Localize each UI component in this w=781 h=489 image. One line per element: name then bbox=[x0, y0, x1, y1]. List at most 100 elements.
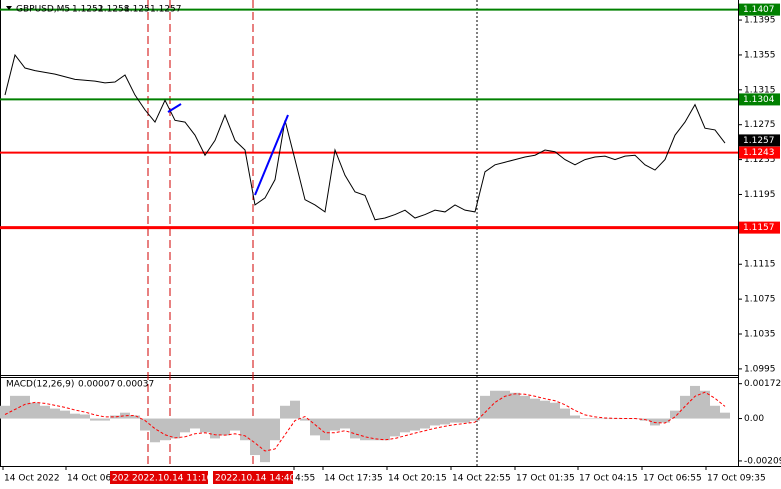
macd-bar bbox=[60, 410, 70, 419]
macd-bar bbox=[30, 402, 40, 419]
macd-bar bbox=[220, 418, 230, 436]
y-tick-label: -0.00209 bbox=[744, 456, 781, 466]
macd-bar bbox=[520, 395, 530, 419]
macd-bar bbox=[280, 405, 290, 419]
macd-bar bbox=[250, 418, 260, 456]
macd-bar bbox=[650, 418, 660, 426]
marker-label: 2022.10.14 11:10 bbox=[132, 474, 213, 484]
trend-line bbox=[167, 103, 182, 113]
signal-line bbox=[4, 391, 726, 452]
ohlc-value: 1.1257 bbox=[150, 5, 182, 15]
marker-label-box bbox=[110, 471, 132, 484]
macd-bar bbox=[170, 418, 180, 439]
marker-label: 2022.10.14 14:40 bbox=[215, 474, 296, 484]
y-tick-label: 0.00 bbox=[744, 414, 764, 424]
macd-label: MACD(12,26,9) bbox=[6, 380, 74, 390]
y-tick-label: 1.1035 bbox=[744, 330, 776, 340]
macd-bar bbox=[660, 418, 670, 423]
macd-bar bbox=[230, 418, 240, 431]
macd-bar bbox=[10, 395, 20, 419]
macd-bar bbox=[110, 415, 120, 419]
x-tick-label: 14 Oct 2022 bbox=[4, 474, 60, 484]
macd-bar bbox=[90, 418, 100, 421]
macd-bar bbox=[460, 418, 470, 423]
macd-bar bbox=[510, 392, 520, 419]
x-tick-label: 17 Oct 04:15 bbox=[579, 474, 638, 484]
y-tick-label: 1.1115 bbox=[744, 260, 776, 270]
macd-bar bbox=[450, 418, 460, 423]
macd-bar bbox=[80, 414, 90, 419]
x-tick-label: 14 Oct 17:35 bbox=[324, 474, 383, 484]
macd-reading: 0.00037 bbox=[117, 380, 154, 390]
price-label: 1.1257 bbox=[743, 136, 775, 146]
level-label-box bbox=[739, 3, 780, 16]
symbol: GBPUSD,M5 bbox=[16, 5, 70, 15]
level-label-box bbox=[739, 93, 780, 106]
x-tick-label: 14 Oct 06 bbox=[67, 474, 111, 484]
x-tick-label: 17 Oct 06:55 bbox=[643, 474, 702, 484]
macd-bar bbox=[320, 418, 330, 441]
macd-bar bbox=[360, 418, 370, 441]
macd-bar bbox=[470, 418, 480, 421]
macd-bar bbox=[420, 418, 430, 429]
y-tick-label: 0.00172 bbox=[744, 379, 781, 389]
macd-bar bbox=[570, 415, 580, 419]
macd-bar bbox=[430, 418, 440, 426]
trend-line bbox=[254, 114, 289, 196]
menu-icon[interactable] bbox=[6, 6, 12, 10]
macd-bar bbox=[540, 400, 550, 419]
y-tick-label: 1.1195 bbox=[744, 190, 776, 200]
macd-bar bbox=[710, 405, 720, 419]
level-label: 1.1157 bbox=[743, 223, 775, 233]
level-label: 1.1243 bbox=[743, 148, 775, 158]
macd-bar bbox=[120, 412, 130, 419]
macd-bar bbox=[260, 418, 270, 463]
macd-bar bbox=[180, 418, 190, 433]
y-tick-label: 1.0995 bbox=[744, 364, 776, 374]
level-label-box bbox=[739, 221, 780, 234]
macd-reading: 0.00007 bbox=[78, 380, 115, 390]
macd-bar bbox=[500, 390, 510, 419]
macd-bar bbox=[550, 402, 560, 419]
macd-bar bbox=[0, 405, 10, 419]
macd-bar bbox=[140, 418, 150, 431]
macd-bar bbox=[270, 418, 280, 441]
y-tick-label: 1.1395 bbox=[744, 16, 776, 26]
macd-bar bbox=[440, 418, 450, 425]
macd-bar bbox=[40, 405, 50, 419]
y-tick-label: 1.1275 bbox=[744, 120, 776, 130]
macd-bar bbox=[370, 418, 380, 441]
marker-label-box bbox=[213, 471, 293, 484]
price-line bbox=[4, 53, 726, 221]
macd-bar bbox=[200, 418, 210, 433]
y-tick-label: 1.1355 bbox=[744, 50, 776, 60]
macd-bar bbox=[100, 418, 110, 421]
macd-bar bbox=[680, 395, 690, 419]
macd-bar bbox=[670, 410, 680, 419]
x-tick-label: 17 Oct 01:35 bbox=[516, 474, 575, 484]
x-tick-label: 14 Oct 20:15 bbox=[388, 474, 447, 484]
macd-bar bbox=[20, 395, 30, 419]
y-tick-label: 1.1075 bbox=[744, 295, 776, 305]
macd-bar bbox=[410, 418, 420, 431]
macd-bar bbox=[700, 390, 710, 419]
macd-bar bbox=[560, 408, 570, 419]
macd-bar bbox=[350, 418, 360, 439]
macd-bar bbox=[400, 418, 410, 433]
marker-label-box bbox=[130, 471, 208, 484]
macd-bar bbox=[290, 400, 300, 419]
ohlc-value: 1.1258 bbox=[98, 5, 130, 15]
macd-bar bbox=[310, 418, 320, 436]
ohlc-value: 1.125 bbox=[124, 5, 150, 15]
macd-bar bbox=[300, 418, 310, 421]
macd-bar bbox=[390, 418, 400, 437]
macd-bar bbox=[340, 418, 350, 429]
price-label-box bbox=[739, 134, 780, 147]
macd-bar bbox=[210, 418, 220, 439]
y-tick-label: 1.1315 bbox=[744, 85, 776, 95]
macd-bar bbox=[240, 418, 250, 441]
macd-bar bbox=[690, 385, 700, 419]
marker-label: 2022 bbox=[112, 474, 135, 484]
